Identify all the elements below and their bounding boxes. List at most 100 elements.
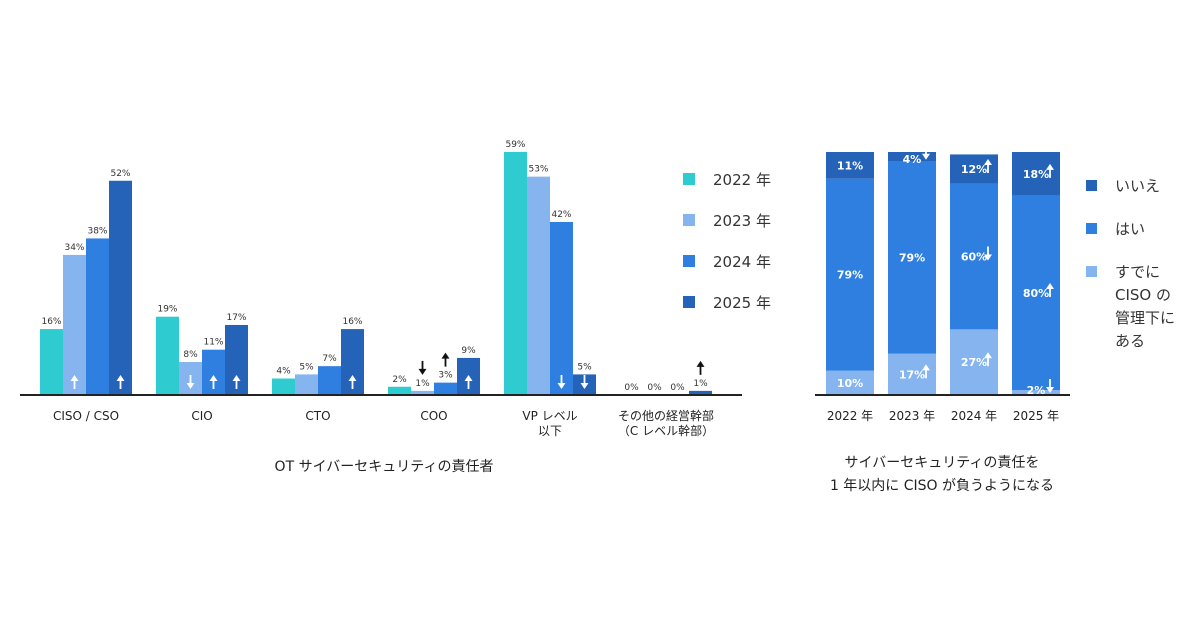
chart2-caption-line-2: 1 年以内に CISO が負うようになる bbox=[830, 478, 1054, 494]
stack-trend-arrow-1 bbox=[984, 352, 992, 367]
bar-1-3 bbox=[225, 324, 248, 395]
value-label-4-0: 59% bbox=[505, 140, 525, 150]
bar-3-0 bbox=[388, 386, 411, 395]
bar-2-2 bbox=[318, 366, 341, 395]
stack-trend-arrow-5 bbox=[922, 145, 930, 160]
stack-trend-arrow-4-head bbox=[1046, 282, 1054, 289]
stack-label-3-2: 18% bbox=[1023, 168, 1049, 181]
trend-arrow-9 bbox=[557, 375, 566, 389]
stack-seg-3-0 bbox=[1012, 390, 1060, 395]
value-label-0-2: 38% bbox=[87, 226, 107, 236]
value-label-3-3: 9% bbox=[461, 346, 476, 356]
stack-label-3-1: 80% bbox=[1023, 287, 1049, 300]
year-label-0: 2022 年 bbox=[827, 409, 873, 423]
value-label-3-2: 3% bbox=[438, 371, 453, 381]
legend2-label-2-0: すでに bbox=[1115, 263, 1160, 281]
trend-arrow-10 bbox=[580, 375, 589, 389]
bar-0-3 bbox=[109, 180, 132, 395]
value-label-2-1: 5% bbox=[299, 362, 314, 372]
value-label-4-1: 53% bbox=[528, 165, 548, 175]
legend2-label-0-0: いいえ bbox=[1115, 177, 1160, 195]
legend-label-3: 2025 年 bbox=[713, 294, 771, 312]
stack-trend-arrow-6 bbox=[984, 159, 992, 174]
stack-trend-arrow-7-head bbox=[1046, 163, 1054, 170]
stack-seg-0-1 bbox=[826, 178, 874, 371]
category-label-0-0: CISO / CSO bbox=[53, 409, 119, 423]
value-label-3-1: 1% bbox=[415, 379, 430, 389]
trend-arrow-11 bbox=[696, 360, 705, 375]
chart1-bars bbox=[40, 151, 712, 395]
value-label-1-3: 17% bbox=[226, 313, 246, 323]
trend-arrow-8 bbox=[464, 375, 473, 389]
bar-3-1 bbox=[411, 390, 434, 395]
stack-trend-arrow-7 bbox=[1046, 163, 1054, 178]
stack-trend-arrow-6-head bbox=[984, 159, 992, 166]
value-label-5-2: 0% bbox=[670, 383, 685, 393]
stack-trend-arrow-4 bbox=[1046, 282, 1054, 297]
stack-label-2-1: 60% bbox=[961, 250, 987, 263]
stack-trend-arrow-3-head bbox=[984, 254, 992, 261]
bar-4-0 bbox=[504, 151, 527, 395]
bar-4-1 bbox=[527, 176, 550, 395]
value-label-0-0: 16% bbox=[41, 317, 61, 327]
legend2-label-1-0: はい bbox=[1115, 220, 1145, 238]
value-label-0-1: 34% bbox=[64, 243, 84, 253]
stack-label-0-1: 79% bbox=[837, 269, 863, 282]
trend-arrow-11-head bbox=[696, 360, 705, 367]
value-label-3-0: 2% bbox=[392, 375, 407, 385]
chart1-trend-arrows bbox=[70, 352, 705, 389]
category-label-5-1: （C レベル幹部） bbox=[618, 423, 714, 438]
stack-seg-1-0 bbox=[888, 353, 936, 395]
legend2-label-2-1: CISO の bbox=[1115, 286, 1171, 304]
stack-label-1-2: 4% bbox=[903, 153, 922, 166]
category-label-1-0: CIO bbox=[191, 409, 212, 423]
stack-trend-arrow-2 bbox=[1046, 379, 1054, 393]
chart1-value-labels: 16% 34%38% 52% 19% 8% 11% 17% 4% 5% 7% 16% 2% 1% 3% 9%… bbox=[41, 140, 708, 393]
responsible-party-bar-chart: 16% 34%38% 52% 19% 8% 11% 17% 4% 5% 7% 16% 2% 1% 3% 9%… bbox=[20, 140, 771, 475]
legend-label-1: 2023 年 bbox=[713, 212, 771, 230]
stack-seg-1-2 bbox=[888, 152, 936, 162]
category-label-3-0: COO bbox=[420, 409, 447, 423]
trend-arrow-1 bbox=[116, 375, 125, 389]
ciso-within-one-year-stacked-chart: 10% 79% 11% 17% 79% 4% 27% 60% 12% 2% 80% 18% 2022 … bbox=[815, 145, 1175, 494]
stack-seg-0-0 bbox=[826, 370, 874, 395]
legend-label-2: 2024 年 bbox=[713, 253, 771, 271]
bar-0-0 bbox=[40, 329, 63, 395]
value-label-5-3: 1% bbox=[693, 379, 708, 389]
bar-4-2 bbox=[550, 221, 573, 395]
chart2-value-labels: 10% 79% 11% 17% 79% 4% 27% 60% 12% 2% 80% 18% bbox=[837, 153, 1049, 397]
stack-label-0-2: 11% bbox=[837, 159, 863, 172]
category-label-4-1: 以下 bbox=[538, 424, 562, 438]
value-label-5-1: 0% bbox=[647, 383, 662, 393]
stack-seg-1-1 bbox=[888, 161, 936, 354]
stack-label-2-2: 12% bbox=[961, 163, 987, 176]
stack-trend-arrow-3 bbox=[984, 246, 992, 261]
trend-arrow-8-head bbox=[464, 375, 473, 381]
category-label-2-0: CTO bbox=[305, 409, 330, 423]
chart2-trend-arrows bbox=[922, 145, 1054, 393]
trend-arrow-2-head bbox=[186, 383, 195, 389]
year-label-1: 2023 年 bbox=[889, 409, 935, 423]
legend2-swatch-0 bbox=[1086, 180, 1097, 191]
chart1-caption: OT サイバーセキュリティの責任者 bbox=[275, 459, 494, 475]
chart2-category-labels: 2022 年 2023 年 2024 年 2025 年 bbox=[827, 409, 1059, 423]
chart2-bars bbox=[826, 152, 1060, 395]
trend-arrow-9-head bbox=[557, 383, 566, 389]
value-label-1-0: 19% bbox=[157, 305, 177, 315]
bar-2-1 bbox=[295, 374, 318, 395]
trend-arrow-7 bbox=[441, 352, 450, 367]
legend-swatch-1 bbox=[683, 214, 695, 226]
legend2-label-2-2: 管理下に bbox=[1115, 309, 1175, 327]
legend-swatch-3 bbox=[683, 296, 695, 308]
bar-0-2 bbox=[86, 238, 109, 395]
bar-2-0 bbox=[272, 378, 295, 395]
stack-seg-2-2 bbox=[950, 154, 998, 184]
trend-arrow-3 bbox=[209, 375, 218, 389]
trend-arrow-5-head bbox=[348, 375, 357, 381]
stack-trend-arrow-0 bbox=[922, 364, 930, 379]
stack-label-1-0: 17% bbox=[899, 368, 925, 381]
value-label-2-0: 4% bbox=[276, 367, 291, 377]
